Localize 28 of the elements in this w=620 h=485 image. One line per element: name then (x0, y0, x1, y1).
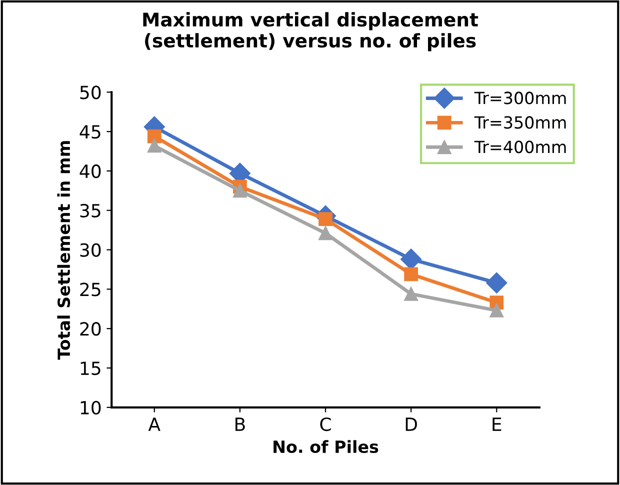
x-tick-label: A (148, 418, 160, 431)
y-tick-label: 20 (80, 322, 101, 336)
x-axis-title: No. of Piles (274, 440, 378, 454)
legend-label: Tr=400mm (474, 140, 566, 154)
point (486, 272, 508, 294)
point (147, 138, 162, 153)
y-tick-label: 10 (80, 400, 101, 415)
x-tick-label: D (406, 418, 417, 431)
point (232, 184, 247, 198)
y-tick-label: 40 (80, 164, 101, 178)
legend-label: Tr=350mm (474, 116, 566, 129)
point (404, 286, 418, 301)
y-tick-label: 30 (80, 243, 101, 257)
x-tick-label: C (320, 417, 331, 432)
point (147, 129, 162, 144)
x-tick-label: B (236, 418, 245, 431)
x-tick-label: E (492, 418, 502, 431)
point (318, 226, 332, 240)
legend-label: Tr=300mm (474, 92, 566, 104)
y-tick-label: 15 (80, 362, 100, 376)
y-tick-label: 50 (80, 86, 101, 100)
y-tick-label: 35 (80, 204, 100, 218)
y-tick-label: 25 (80, 282, 100, 296)
chart-title: Maximum vertical displacement (settlement) versus no. of piles (143, 12, 478, 52)
point (490, 304, 504, 318)
y-axis-title: Total Settlement in mm (57, 141, 70, 360)
point (404, 267, 418, 282)
y-tick-label: 45 (80, 125, 100, 139)
